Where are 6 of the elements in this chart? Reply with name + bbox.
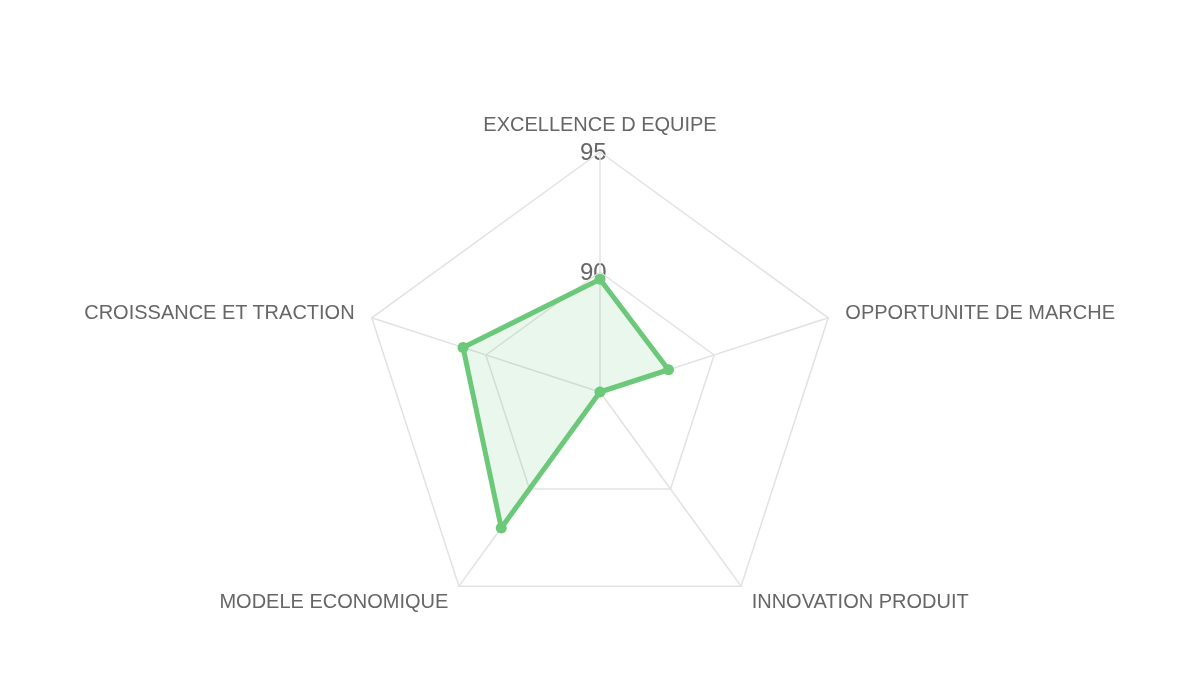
spoke-label: CROISSANCE ET TRACTION: [84, 301, 355, 324]
spoke-label: EXCELLENCE D EQUIPE: [483, 113, 717, 135]
spoke-label: INNOVATION PRODUIT: [751, 589, 969, 612]
spoke-label: OPPORTUNITE DE MARCHE: [845, 301, 1116, 324]
spoke-label: MODELE ECONOMIQUE: [219, 589, 449, 612]
y-tick-label: 95: [580, 137, 607, 165]
